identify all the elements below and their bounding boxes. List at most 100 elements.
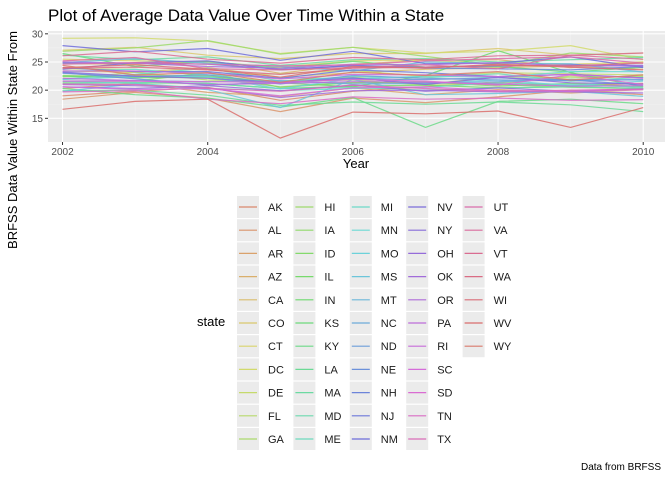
- legend-item-md: MD: [293, 404, 342, 427]
- legend-label: KS: [324, 318, 339, 330]
- legend-item-mo: MO: [349, 242, 399, 265]
- y-tick-label: 30: [32, 29, 44, 40]
- legend-label: MN: [381, 225, 398, 237]
- legend-item-ga: GA: [237, 428, 285, 450]
- legend-item-ky: KY: [293, 335, 340, 358]
- series-line-wi: [62, 63, 644, 78]
- y-tick-label: 20: [32, 86, 44, 97]
- legend-label: MI: [381, 202, 393, 214]
- y-axis: 15 20 25 30: [32, 29, 48, 125]
- legend-item-vt: VT: [462, 242, 508, 265]
- legend-item-oh: OH: [406, 242, 454, 265]
- caption: Data from BRFSS: [581, 462, 661, 473]
- series-line-nm: [62, 45, 644, 69]
- y-axis-title: BRFSS Data Value Within State From: [5, 31, 20, 249]
- legend-item-sd: SD: [406, 381, 453, 404]
- legend-label: SC: [437, 364, 452, 376]
- legend-label: ID: [324, 248, 335, 260]
- legend-item-de: DE: [237, 381, 283, 404]
- legend-item-tn: TN: [406, 404, 452, 427]
- legend: AK AL AR AZ CA CO CT DC DE FL GA HI IA ID IL IN KS KY LA MA…: [237, 196, 512, 450]
- legend-label: SD: [437, 388, 452, 400]
- legend-item-ny: NY: [406, 219, 453, 242]
- legend-label: NJ: [381, 411, 394, 423]
- legend-label: IA: [324, 225, 335, 237]
- legend-title: state: [197, 314, 225, 329]
- legend-label: CT: [268, 341, 283, 353]
- legend-label: DC: [268, 364, 284, 376]
- x-tick-label: 2010: [632, 147, 655, 158]
- legend-label: RI: [437, 341, 448, 353]
- series-line-ut: [62, 56, 644, 67]
- legend-item-wv: WV: [462, 312, 512, 334]
- legend-item-ms: MS: [349, 265, 397, 288]
- x-tick-label: 2008: [487, 147, 510, 158]
- series-line-ri: [62, 70, 644, 80]
- legend-label: NE: [381, 364, 396, 376]
- legend-label: KY: [324, 341, 339, 353]
- legend-item-va: VA: [462, 219, 509, 242]
- legend-label: AL: [268, 225, 281, 237]
- legend-label: VT: [494, 248, 508, 260]
- legend-label: AK: [268, 202, 283, 214]
- legend-label: AR: [268, 248, 283, 260]
- legend-item-ne: NE: [349, 358, 396, 381]
- legend-label: GA: [268, 434, 285, 446]
- legend-item-nj: NJ: [349, 404, 394, 427]
- legend-label: OH: [437, 248, 454, 260]
- legend-label: MT: [381, 295, 397, 307]
- legend-label: TN: [437, 411, 452, 423]
- legend-label: LA: [324, 364, 338, 376]
- legend-item-co: CO: [237, 312, 285, 334]
- legend-label: MD: [324, 411, 341, 423]
- legend-item-id: ID: [293, 242, 335, 265]
- series-line-vt: [62, 50, 644, 64]
- series-line-wv: [62, 98, 644, 139]
- legend-item-pa: PA: [406, 312, 452, 334]
- legend-item-nc: NC: [349, 312, 397, 334]
- series-line-tx: [62, 83, 644, 92]
- legend-label: OR: [437, 295, 454, 307]
- legend-item-in: IN: [293, 288, 335, 311]
- series-line-la: [62, 89, 644, 113]
- legend-item-sc: SC: [406, 358, 453, 381]
- legend-item-az: AZ: [237, 265, 282, 288]
- legend-item-ct: CT: [237, 335, 283, 358]
- legend-item-ut: UT: [462, 196, 509, 218]
- legend-item-wa: WA: [462, 265, 512, 288]
- legend-item-ok: OK: [406, 265, 454, 288]
- legend-item-or: OR: [406, 288, 454, 311]
- legend-label: OK: [437, 272, 454, 284]
- legend-item-hi: HI: [293, 196, 335, 218]
- series-line-sd: [62, 74, 644, 86]
- legend-item-fl: FL: [237, 404, 281, 427]
- legend-item-mt: MT: [349, 288, 397, 311]
- legend-label: NH: [381, 388, 397, 400]
- legend-item-al: AL: [237, 219, 281, 242]
- legend-label: WV: [494, 318, 512, 330]
- legend-item-ak: AK: [237, 196, 283, 218]
- legend-label: UT: [494, 202, 509, 214]
- legend-item-nh: NH: [349, 381, 397, 404]
- legend-label: NY: [437, 225, 453, 237]
- legend-item-tx: TX: [406, 428, 452, 450]
- legend-label: NC: [381, 318, 397, 330]
- legend-item-ks: KS: [293, 312, 339, 334]
- legend-item-nv: NV: [406, 196, 453, 218]
- legend-label: NV: [437, 202, 453, 214]
- legend-label: DE: [268, 388, 283, 400]
- legend-item-wi: WI: [462, 288, 507, 311]
- series-line-co: [62, 46, 644, 60]
- x-tick-label: 2006: [342, 147, 365, 158]
- legend-item-wy: WY: [462, 335, 512, 358]
- legend-item-il: IL: [293, 265, 334, 288]
- legend-item-mn: MN: [349, 219, 398, 242]
- legend-label: ME: [324, 434, 341, 446]
- legend-label: PA: [437, 318, 452, 330]
- legend-label: VA: [494, 225, 509, 237]
- legend-item-ia: IA: [293, 219, 335, 242]
- legend-item-la: LA: [293, 358, 339, 381]
- legend-item-ri: RI: [406, 335, 448, 358]
- legend-item-ma: MA: [293, 381, 342, 404]
